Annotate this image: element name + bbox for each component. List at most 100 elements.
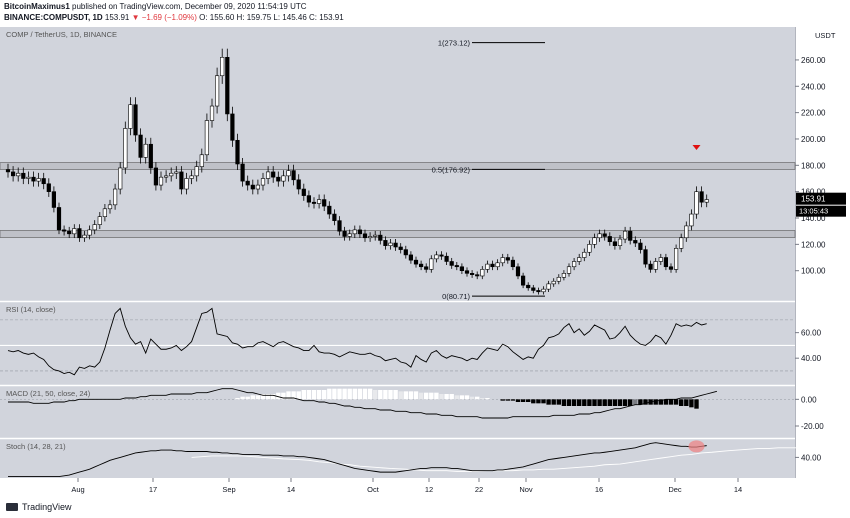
macd-histogram-bar	[271, 394, 276, 400]
macd-histogram-bar	[429, 392, 434, 400]
tradingview-logo[interactable]: TradingView	[6, 502, 72, 512]
tradingview-logo-icon	[6, 503, 18, 511]
last-price: 153.91	[104, 13, 130, 22]
macd-histogram-bar	[347, 388, 352, 400]
candle-body	[592, 237, 597, 245]
macd-histogram-bar	[587, 399, 592, 406]
candle-body	[571, 261, 577, 268]
candle-body	[475, 274, 480, 277]
y-tick-label: 40.00	[801, 354, 822, 363]
candle-body	[582, 251, 587, 258]
macd-histogram-bar	[551, 399, 556, 405]
candle-body	[332, 213, 337, 221]
candle-body	[612, 241, 617, 246]
candle-body	[602, 233, 607, 237]
fib-level-label: 1(273.12)	[438, 39, 471, 48]
candle-body	[271, 171, 276, 178]
y-tick-label: 180.00	[801, 161, 826, 170]
candle-body	[413, 259, 419, 265]
macd-histogram-bar	[582, 399, 587, 406]
author-name[interactable]: BitcoinMaximus1	[4, 2, 70, 11]
macd-histogram-bar	[342, 388, 347, 400]
y-tick-label: 120.00	[801, 240, 826, 249]
candle-body	[383, 240, 388, 246]
candle-body	[597, 233, 602, 239]
macd-histogram-bar	[276, 392, 281, 400]
y-tick-label: 240.00	[801, 82, 826, 91]
macd-histogram-bar	[475, 396, 480, 400]
macd-histogram-bar	[602, 399, 607, 406]
candle-body	[311, 201, 317, 204]
macd-histogram-bar	[316, 390, 322, 400]
candle-body	[464, 270, 470, 274]
y-tick-label: 100.00	[801, 267, 826, 276]
candle-body	[587, 244, 592, 253]
macd-histogram-bar	[255, 395, 261, 400]
macd-histogram-bar	[622, 399, 628, 406]
macd-histogram-bar	[240, 396, 245, 400]
candle-body	[77, 228, 82, 239]
y-tick-label: 140.00	[801, 214, 826, 223]
macd-histogram-bar	[510, 399, 516, 401]
candle-body	[61, 229, 67, 232]
candle-body	[561, 273, 566, 278]
candle-body	[255, 184, 261, 190]
fib-level-label: 0(80.71)	[442, 292, 470, 301]
candle-body	[67, 230, 72, 235]
candle-body	[158, 176, 164, 186]
macd-histogram-bar	[464, 395, 470, 400]
y-tick-label: 0.00	[801, 395, 817, 404]
indicator-title: MACD (21, 50, close, 24)	[6, 389, 91, 398]
candle-body	[72, 228, 77, 235]
candle-body	[704, 199, 709, 203]
macd-histogram-bar	[454, 395, 459, 400]
candle-body	[11, 171, 16, 177]
candle-body	[408, 254, 414, 261]
indicator-title: RSI (14, close)	[6, 305, 56, 314]
y-tick-label: -20.00	[801, 422, 824, 431]
macd-histogram-bar	[689, 399, 694, 408]
candle-body	[449, 261, 454, 266]
macd-histogram-bar	[663, 399, 669, 405]
candle-body	[653, 261, 658, 270]
candle-body	[245, 180, 250, 186]
macd-histogram-bar	[592, 399, 597, 406]
y-tick-label: 260.00	[801, 56, 826, 65]
candle-body	[424, 266, 429, 270]
candle-body	[286, 170, 291, 177]
candle-body	[536, 290, 541, 293]
macd-histogram-bar	[480, 398, 485, 400]
macd-histogram-bar	[357, 388, 363, 400]
candle-body	[133, 104, 138, 136]
macd-histogram-bar	[653, 399, 658, 405]
candle-body	[337, 220, 342, 232]
x-tick-label: 16	[595, 485, 603, 494]
macd-histogram-bar	[373, 390, 378, 400]
candle-body	[638, 242, 643, 250]
candle-body	[500, 257, 505, 264]
candle-body	[26, 176, 31, 179]
candle-body	[648, 263, 653, 270]
candle-body	[699, 191, 704, 203]
candle-body	[622, 230, 628, 240]
macd-histogram-bar	[628, 399, 633, 406]
macd-histogram-bar	[444, 394, 449, 400]
y-tick-label: 220.00	[801, 109, 826, 118]
macd-histogram-bar	[403, 391, 408, 400]
x-tick-label: 22	[475, 485, 483, 494]
x-tick-label: 12	[425, 485, 433, 494]
candle-body	[515, 266, 521, 277]
candle-body	[439, 254, 444, 257]
macd-histogram-bar	[679, 399, 684, 406]
candle-body	[215, 75, 220, 107]
candle-body	[556, 276, 561, 282]
macd-histogram-bar	[485, 398, 490, 400]
candle-body	[367, 236, 373, 239]
symbol-line: BINANCE:COMPUSDT, 1D	[4, 13, 103, 22]
candle-body	[276, 176, 281, 182]
candle-body	[429, 258, 434, 270]
macd-histogram-bar	[398, 391, 403, 400]
candle-body	[87, 229, 92, 236]
stoch-d-line	[191, 446, 809, 472]
